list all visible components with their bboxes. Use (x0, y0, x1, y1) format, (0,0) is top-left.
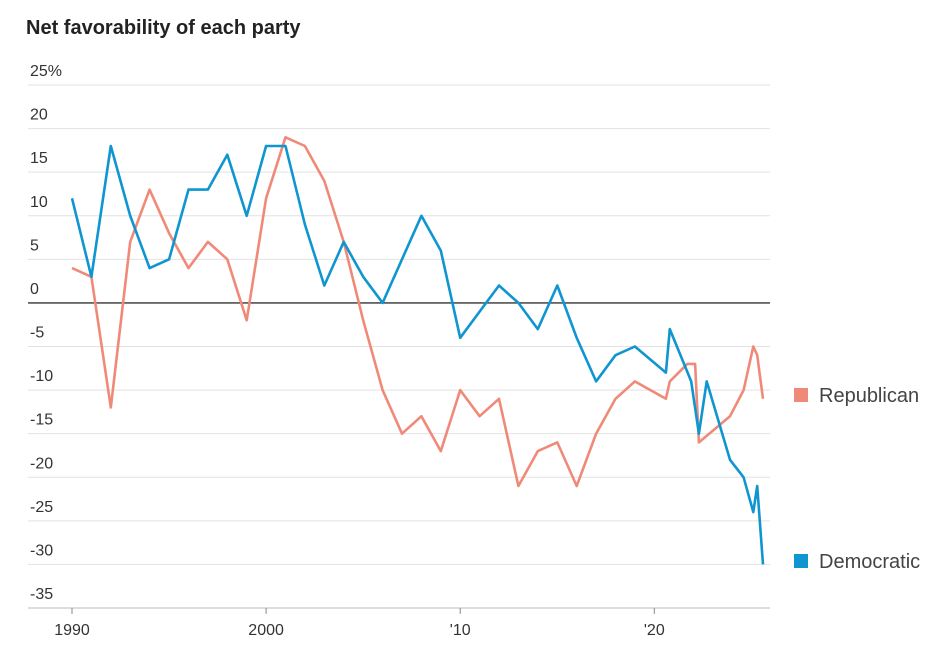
y-tick-label: 20 (30, 107, 48, 124)
y-tick-label: 15 (30, 150, 48, 167)
y-tick-label: -25 (30, 499, 53, 516)
y-tick-label: 0 (30, 281, 39, 298)
legend-swatch (794, 388, 808, 402)
series-line (70, 144, 765, 565)
y-tick-label: 25% (30, 63, 62, 80)
y-tick-label: -10 (30, 368, 53, 385)
x-tick-label: 1990 (54, 622, 90, 639)
legend-label: Democratic (819, 551, 920, 573)
y-tick-label: 5 (30, 237, 39, 254)
x-tick-label: 2000 (248, 622, 284, 639)
chart-title: Net favorability of each party (26, 17, 301, 39)
y-tick-label: -30 (30, 542, 53, 559)
y-tick-label: -20 (30, 455, 53, 472)
legend-label: Republican (819, 385, 919, 407)
x-tick-label: '20 (644, 622, 665, 639)
y-tick-label: -5 (30, 325, 44, 342)
y-tick-label: -35 (30, 586, 53, 603)
y-tick-label: 10 (30, 194, 48, 211)
series-line (71, 136, 765, 488)
x-tick-label: '10 (450, 622, 471, 639)
legend-swatch (794, 554, 808, 568)
y-tick-label: -15 (30, 412, 53, 429)
